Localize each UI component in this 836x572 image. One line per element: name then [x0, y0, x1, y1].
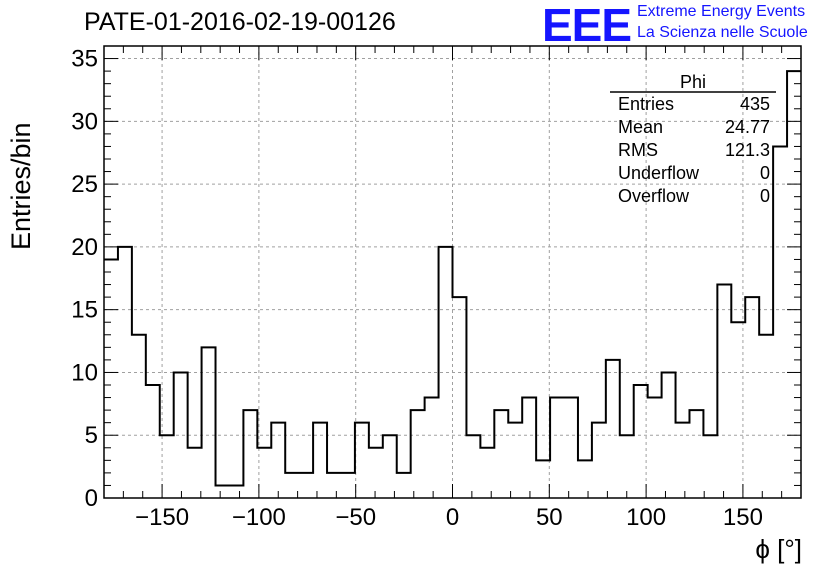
histogram-bin: [578, 460, 592, 498]
histogram-bin: [439, 247, 453, 498]
logo-line-1: Extreme Energy Events: [637, 3, 806, 20]
stats-value: 0: [760, 163, 770, 183]
histogram-bin: [634, 385, 648, 498]
histogram-bin: [773, 146, 787, 498]
histogram-bin: [146, 385, 160, 498]
histogram-bin: [745, 297, 759, 498]
histogram-bin: [341, 473, 355, 498]
stats-label: Entries: [618, 94, 674, 114]
histogram-bin: [676, 423, 690, 498]
histogram-bin: [703, 435, 717, 498]
histogram-bin: [132, 335, 146, 498]
histogram-bin: [759, 335, 773, 498]
stats-value: 435: [740, 94, 770, 114]
x-axis-label: ϕ [°]: [755, 534, 802, 564]
histogram-bin: [118, 247, 132, 498]
histogram-bin: [564, 398, 578, 498]
y-tick-label: 10: [71, 359, 98, 386]
histogram-bin: [104, 259, 118, 498]
histogram-bin: [620, 435, 634, 498]
x-tick-label: −150: [135, 504, 189, 531]
y-tick-label: 30: [71, 108, 98, 135]
stats-label: Mean: [618, 117, 663, 137]
histogram-bin: [355, 423, 369, 498]
histogram-bin: [689, 410, 703, 498]
y-tick-label: 25: [71, 171, 98, 198]
chart-title: PATE-01-2016-02-19-00126: [84, 8, 396, 36]
histogram-bin: [216, 485, 230, 498]
histogram-bin: [425, 398, 439, 498]
stats-value: 0: [760, 186, 770, 206]
histogram-bin: [731, 322, 745, 498]
x-tick-label: 100: [626, 504, 666, 531]
stats-value: 121.3: [725, 140, 770, 160]
histogram-bin: [550, 398, 564, 498]
eee-logo: EEE: [542, 0, 632, 51]
x-tick-label: −100: [232, 504, 286, 531]
stats-label: Overflow: [618, 186, 690, 206]
y-tick-label: 0: [85, 485, 98, 512]
y-tick-label: 5: [85, 422, 98, 449]
histogram-bin: [606, 360, 620, 498]
stats-label: Underflow: [618, 163, 700, 183]
histogram-bin: [257, 448, 271, 498]
x-tick-label: −50: [335, 504, 376, 531]
histogram-bin: [229, 485, 243, 498]
stats-value: 24.77: [725, 117, 770, 137]
histogram-bin: [188, 448, 202, 498]
histogram-bin: [717, 285, 731, 498]
logo-line-2: La Scienza nelle Scuole: [637, 24, 808, 41]
histogram-bin: [174, 372, 188, 498]
histogram-bin: [648, 398, 662, 498]
stats-name: Phi: [680, 72, 706, 92]
histogram-bin: [592, 423, 606, 498]
histogram-bin: [327, 473, 341, 498]
histogram-bin: [271, 423, 285, 498]
histogram-bin: [466, 435, 480, 498]
histogram-outline: [104, 70, 801, 487]
histogram-bin: [397, 473, 411, 498]
histogram-bin: [536, 460, 550, 498]
histogram-bin: [313, 423, 327, 498]
histogram-bin: [508, 423, 522, 498]
y-tick-label: 15: [71, 297, 98, 324]
x-tick-label: 150: [723, 504, 763, 531]
histogram-bin: [453, 297, 467, 498]
histogram-bin: [243, 410, 257, 498]
x-tick-label: 0: [446, 504, 459, 531]
y-tick-label: 35: [71, 46, 98, 73]
stats-label: RMS: [618, 140, 658, 160]
histogram-bin: [662, 372, 676, 498]
histogram-bin: [494, 410, 508, 498]
x-tick-label: 50: [536, 504, 563, 531]
histogram-bin: [285, 473, 299, 498]
histogram-bin: [369, 448, 383, 498]
histogram-bin: [299, 473, 313, 498]
y-tick-label: 20: [71, 234, 98, 261]
histogram-bin: [522, 398, 536, 498]
histogram-bin: [383, 435, 397, 498]
histogram-bin: [411, 410, 425, 498]
histogram-bin: [202, 347, 216, 498]
histogram-bin: [480, 448, 494, 498]
